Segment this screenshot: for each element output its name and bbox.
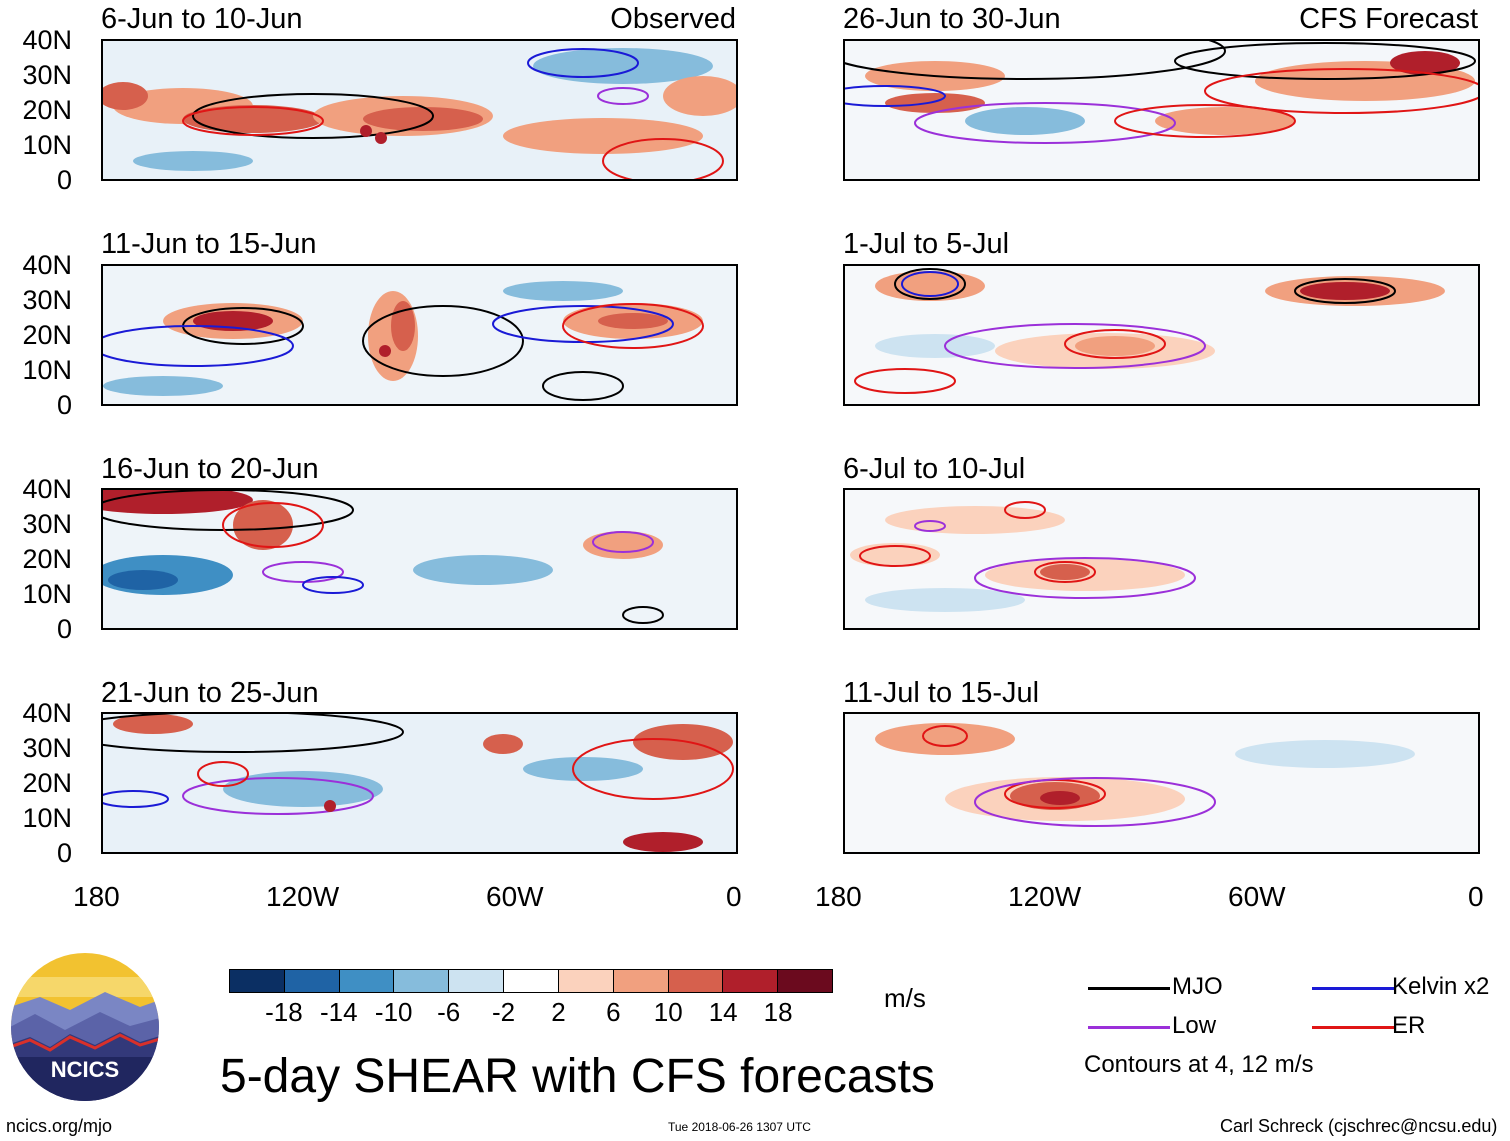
colorbar-swatch-0 [230, 970, 285, 992]
legend-note: Contours at 4, 12 m/s [1084, 1051, 1314, 1078]
xtick-left-120w: 120W [266, 881, 340, 912]
ytick-row1-1: 30N [22, 60, 72, 90]
colorbar-tick-5: 2 [551, 997, 566, 1027]
legend-label-mjo: MJO [1172, 973, 1223, 1000]
legend-label-er: ER [1392, 1012, 1426, 1039]
colorbar-tick-3: -6 [437, 997, 461, 1027]
footer-url[interactable]: ncics.org/mjo [6, 1116, 113, 1136]
panel-title-8: 11-Jul to 15-Jul [843, 677, 1040, 709]
colorbar-swatch-5 [504, 970, 559, 992]
colorbar-swatch-1 [284, 970, 340, 992]
panel-title-2: 11-Jun to 15-Jun [101, 228, 317, 260]
xtick-left-180: 180 [73, 881, 120, 912]
legend-label-kelvin: Kelvin x2 [1392, 973, 1490, 1000]
footer-credit: Carl Schreck (cjschrec@ncsu.edu) [1220, 1116, 1498, 1136]
ytick-row3-3: 10N [22, 579, 72, 609]
ytick-row3-0: 40N [22, 474, 72, 504]
colorbar-tick-6: 6 [606, 997, 621, 1027]
cfs-forecast-label: CFS Forecast [1299, 3, 1478, 35]
storm-marker-b [375, 132, 387, 144]
ytick-row1-2: 20N [22, 95, 72, 125]
footer-timestamp: Tue 2018-06-26 1307 UTC [668, 1120, 811, 1134]
ncics-logo-icon: NCICS [11, 953, 159, 1101]
ytick-row2-3: 10N [22, 355, 72, 385]
colorbar-swatch-6 [558, 970, 614, 992]
ytick-row2-2: 20N [22, 320, 72, 350]
colorbar-tick-4: -2 [491, 997, 516, 1027]
colorbar-swatch-8 [668, 970, 724, 992]
ytick-row4-4: 0 [56, 838, 72, 868]
ytick-row2-4: 0 [56, 390, 72, 420]
map-panel-4 [101, 712, 738, 854]
legend-line-low [1088, 1026, 1170, 1029]
shear-field-3 [103, 490, 736, 628]
chart-title: 5-day SHEAR with CFS forecasts [220, 1050, 935, 1103]
shear-field-8 [845, 714, 1478, 852]
ytick-row4-0: 40N [22, 698, 72, 728]
colorbar [229, 969, 833, 993]
colorbar-tick-7: 10 [653, 997, 683, 1027]
map-panel-5 [843, 39, 1480, 181]
xtick-right-0: 0 [1468, 881, 1484, 912]
storm-marker-d [324, 800, 336, 812]
legend-line-mjo [1088, 987, 1170, 990]
colorbar-tick-0: -18 [265, 997, 303, 1027]
colorbar-tick-1: -14 [320, 997, 358, 1027]
xtick-right-180: 180 [815, 881, 862, 912]
map-panel-3 [101, 488, 738, 630]
colorbar-swatch-4 [449, 970, 505, 992]
ytick-row4-1: 30N [22, 733, 72, 763]
xtick-left-60w: 60W [486, 881, 544, 912]
ytick-row3-2: 20N [22, 544, 72, 574]
panel-title-6: 1-Jul to 5-Jul [843, 228, 1010, 260]
xtick-right-120w: 120W [1008, 881, 1082, 912]
xtick-left-0: 0 [726, 881, 742, 912]
colorbar-swatch-10 [778, 970, 832, 992]
map-panel-8 [843, 712, 1480, 854]
ncics-logo: NCICS [10, 952, 160, 1102]
map-panel-6 [843, 264, 1480, 406]
colorbar-swatch-7 [613, 970, 669, 992]
shear-field-7 [845, 490, 1478, 628]
ytick-row4-2: 20N [22, 768, 72, 798]
panel-title-5: 26-Jun to 30-Jun [843, 3, 1061, 35]
ncics-logo-text: NCICS [51, 1057, 119, 1082]
storm-marker-a [360, 125, 372, 137]
map-panel-7 [843, 488, 1480, 630]
shear-field-6 [845, 266, 1478, 404]
map-panel-2 [101, 264, 738, 406]
legend-label-low: Low [1172, 1012, 1217, 1039]
shear-field-2 [103, 266, 736, 404]
panel-title-7: 6-Jul to 10-Jul [843, 453, 1026, 485]
observed-label: Observed [610, 3, 736, 35]
storm-marker-c [379, 345, 391, 357]
ytick-row3-1: 30N [22, 509, 72, 539]
ytick-row2-1: 30N [22, 285, 72, 315]
ytick-row4-3: 10N [22, 803, 72, 833]
ytick-row2-0: 40N [22, 250, 72, 280]
shear-field-1 [103, 41, 736, 179]
colorbar-swatch-2 [339, 970, 395, 992]
ytick-row1-4: 0 [56, 165, 72, 195]
colorbar-tick-8: 14 [708, 997, 738, 1027]
colorbar-swatch-3 [394, 970, 450, 992]
colorbar-tick-9: 18 [763, 997, 793, 1027]
colorbar-units: m/s [884, 983, 926, 1013]
ytick-row1-3: 10N [22, 130, 72, 160]
panel-title-4: 21-Jun to 25-Jun [101, 677, 319, 709]
map-panel-1 [101, 39, 738, 181]
panel-title-3: 16-Jun to 20-Jun [101, 453, 319, 485]
legend-line-kelvin [1312, 987, 1394, 990]
shear-field-4 [103, 714, 736, 852]
legend-line-er [1312, 1026, 1394, 1029]
ytick-row3-4: 0 [56, 614, 72, 644]
colorbar-tick-2: -10 [374, 997, 413, 1027]
ytick-row1-0: 40N [22, 25, 72, 55]
shear-field-5 [845, 41, 1478, 179]
colorbar-swatch-9 [723, 970, 779, 992]
panel-title-1: 6-Jun to 10-Jun [101, 3, 303, 35]
xtick-right-60w: 60W [1228, 881, 1286, 912]
